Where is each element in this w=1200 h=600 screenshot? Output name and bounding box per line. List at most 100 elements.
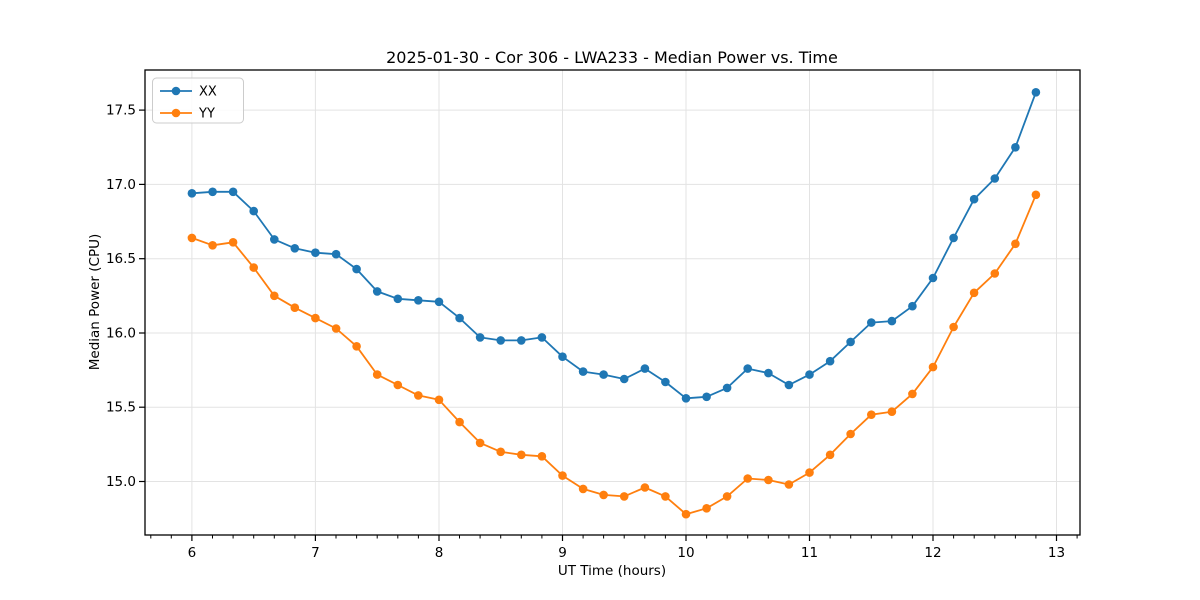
data-point-xx [969, 194, 979, 204]
data-point-yy [517, 450, 526, 460]
data-point-yy [434, 395, 444, 405]
data-point-yy [661, 492, 670, 501]
data-point-xx [578, 367, 588, 376]
y-tick-label: 17.0 [106, 177, 136, 193]
x-tick-label: 12 [924, 545, 941, 561]
data-point-xx [846, 337, 855, 347]
data-point-yy [599, 490, 608, 500]
legend-swatch-marker [171, 108, 181, 118]
grid-layer [145, 70, 1080, 535]
data-point-yy [846, 429, 855, 439]
data-point-yy [187, 233, 197, 243]
series-layer [187, 88, 1041, 519]
data-point-yy [702, 504, 711, 513]
data-point-yy [1031, 190, 1041, 200]
y-tick-label: 16.5 [106, 251, 136, 267]
x-tick-label: 7 [311, 545, 320, 561]
data-point-yy [270, 291, 279, 301]
data-point-xx [558, 352, 567, 362]
data-point-xx [928, 273, 938, 283]
y-tick-label: 15.5 [106, 400, 136, 416]
data-point-yy [681, 509, 691, 519]
data-point-xx [764, 368, 773, 378]
x-tick-label: 6 [188, 545, 197, 561]
data-point-yy [825, 450, 835, 460]
data-point-yy [558, 471, 567, 480]
data-point-yy [867, 410, 876, 420]
data-point-xx [187, 189, 197, 198]
data-point-yy [352, 342, 361, 351]
data-point-yy [784, 480, 794, 489]
data-point-xx [784, 380, 794, 390]
data-point-yy [393, 380, 403, 390]
legend-label: XX [199, 85, 217, 100]
data-point-xx [990, 174, 1000, 183]
data-point-xx [867, 318, 876, 327]
x-axis-label: UT Time (hours) [558, 563, 666, 579]
data-point-yy [537, 452, 547, 461]
data-point-xx [393, 294, 403, 304]
data-point-xx [496, 336, 506, 345]
legend-box [152, 77, 244, 124]
data-point-xx [208, 187, 217, 197]
data-point-yy [908, 389, 917, 399]
data-point-xx [702, 392, 711, 402]
data-point-yy [578, 484, 588, 494]
data-point-yy [372, 370, 382, 379]
y-tick-label: 15.0 [106, 474, 136, 490]
tick-layer: 6 7 8 9 10 11 12 13 15.0 15.5 16.0 16.5 17.0 17.5 [106, 103, 1078, 561]
data-point-yy [640, 483, 650, 492]
data-point-yy [414, 391, 423, 400]
data-point-yy [311, 313, 320, 323]
plot-border [144, 69, 1081, 536]
data-point-xx [743, 364, 752, 373]
legend: XX YY [152, 77, 244, 124]
data-point-yy [990, 269, 1000, 278]
data-point-xx [290, 244, 300, 253]
x-tick-label: 9 [558, 545, 567, 561]
y-axis-label: Median Power (CPU) [87, 234, 103, 370]
data-point-yy [249, 263, 258, 272]
data-point-yy [743, 474, 752, 483]
data-point-xx [434, 297, 444, 307]
data-point-xx [661, 377, 670, 387]
chart-title: 2025-01-30 - Cor 306 - LWA233 - Median P… [386, 48, 838, 67]
data-point-xx [681, 394, 691, 403]
data-point-yy [969, 288, 979, 298]
data-point-xx [455, 313, 464, 323]
legend-swatch-marker [171, 86, 181, 96]
data-point-xx [475, 333, 485, 342]
data-point-xx [537, 333, 547, 342]
data-point-xx [805, 370, 814, 379]
data-point-yy [331, 324, 341, 333]
data-point-yy [1011, 239, 1020, 249]
data-point-xx [517, 336, 526, 345]
data-point-yy [722, 492, 732, 501]
data-point-xx [311, 248, 320, 257]
data-point-xx [599, 370, 608, 379]
data-point-xx [908, 301, 917, 311]
data-point-xx [249, 206, 258, 216]
data-point-xx [270, 235, 279, 244]
y-tick-label: 17.5 [106, 103, 136, 119]
series-line-xx [191, 91, 1037, 400]
data-point-xx [722, 383, 732, 393]
data-point-yy [764, 475, 773, 485]
x-tick-label: 13 [1048, 545, 1065, 561]
data-point-yy [496, 447, 506, 457]
data-point-xx [1011, 143, 1020, 152]
data-point-xx [619, 374, 629, 384]
data-point-yy [949, 322, 958, 332]
y-tick-label: 16.0 [106, 326, 136, 342]
x-tick-label: 11 [801, 545, 818, 561]
data-point-xx [949, 233, 958, 243]
data-point-xx [331, 249, 341, 259]
data-point-yy [619, 492, 629, 501]
data-point-yy [805, 468, 814, 477]
data-point-xx [352, 264, 361, 274]
data-point-xx [1031, 88, 1041, 97]
data-point-yy [475, 438, 485, 448]
data-point-yy [455, 417, 464, 427]
